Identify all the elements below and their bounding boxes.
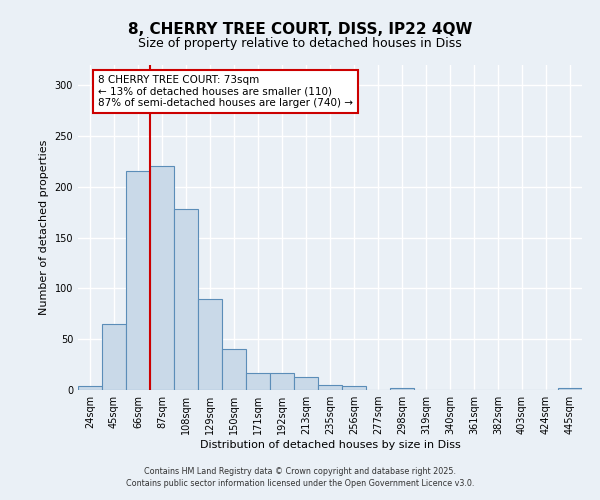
Bar [390, 388, 414, 390]
Bar [126, 170, 150, 390]
Bar [174, 209, 198, 390]
Bar [150, 166, 174, 390]
Text: 8, CHERRY TREE COURT, DISS, IP22 4QW: 8, CHERRY TREE COURT, DISS, IP22 4QW [128, 22, 472, 38]
Text: Contains HM Land Registry data © Crown copyright and database right 2025.: Contains HM Land Registry data © Crown c… [144, 467, 456, 476]
Bar [294, 377, 318, 390]
Text: 8 CHERRY TREE COURT: 73sqm
← 13% of detached houses are smaller (110)
87% of sem: 8 CHERRY TREE COURT: 73sqm ← 13% of deta… [98, 74, 353, 108]
Bar [246, 372, 270, 390]
Bar [78, 386, 102, 390]
Bar [318, 385, 342, 390]
Bar [198, 298, 222, 390]
Bar [222, 350, 246, 390]
Text: Contains public sector information licensed under the Open Government Licence v3: Contains public sector information licen… [126, 478, 474, 488]
Bar [102, 324, 126, 390]
Text: Size of property relative to detached houses in Diss: Size of property relative to detached ho… [138, 38, 462, 51]
Bar [270, 372, 294, 390]
Y-axis label: Number of detached properties: Number of detached properties [39, 140, 49, 315]
Bar [558, 388, 582, 390]
X-axis label: Distribution of detached houses by size in Diss: Distribution of detached houses by size … [200, 440, 460, 450]
Bar [342, 386, 366, 390]
